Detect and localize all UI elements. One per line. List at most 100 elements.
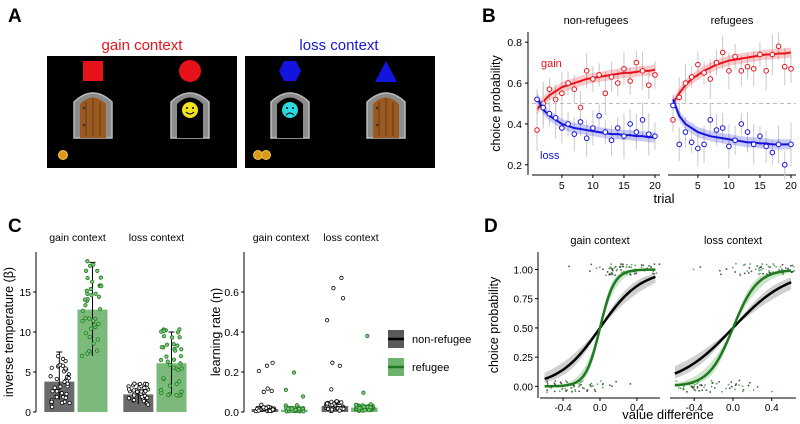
panel-a-letter: A: [8, 6, 22, 27]
data-point: [552, 115, 559, 121]
individual-point: [52, 385, 57, 390]
gain-series-label: gain: [541, 58, 562, 70]
data-point: [713, 127, 720, 133]
rug-point: [730, 381, 733, 383]
rug-point: [622, 263, 624, 266]
individual-point: [176, 367, 181, 373]
individual-point: [269, 388, 274, 393]
rug-point: [650, 266, 653, 269]
red-square-icon: [83, 61, 103, 81]
rug-point: [719, 273, 722, 276]
rug-point: [635, 272, 638, 275]
rug-point: [578, 383, 580, 385]
rug-point: [579, 381, 582, 384]
individual-point: [64, 391, 69, 397]
rug-point: [738, 379, 741, 382]
rug-point: [734, 388, 736, 391]
rug-point: [710, 379, 713, 382]
rug-point: [634, 264, 636, 267]
individual-point: [361, 404, 367, 410]
individual-point: [85, 259, 90, 264]
individual-point: [83, 268, 89, 273]
individual-point: [91, 318, 96, 323]
individual-point: [88, 286, 93, 292]
individual-point: [159, 388, 164, 393]
rug-point: [696, 385, 699, 388]
x-tick-label: 15: [754, 180, 766, 192]
rug-point: [595, 267, 598, 269]
data-point: [719, 125, 726, 131]
closed-door-icon: [366, 92, 406, 139]
individual-point: [63, 366, 68, 371]
individual-point: [164, 354, 169, 359]
rug-point: [625, 266, 628, 268]
individual-point: [49, 365, 54, 370]
panel-b-chart: 0.2 0.4 0.6 0.8 choice probability trial non-r…: [489, 15, 797, 206]
individual-point: [289, 406, 294, 411]
rug-point: [614, 274, 616, 276]
individual-point: [95, 268, 100, 274]
category-label: loss context: [323, 232, 379, 244]
data-point: [645, 131, 652, 137]
data-point: [571, 131, 578, 137]
individual-point: [365, 333, 370, 339]
data-point: [633, 129, 640, 135]
rug-point: [613, 267, 616, 269]
rug-point: [759, 272, 762, 275]
individual-point: [87, 316, 92, 321]
rug-point: [578, 384, 581, 387]
panel-c-letter: C: [8, 216, 22, 237]
individual-point: [293, 407, 298, 412]
rug-point: [747, 272, 750, 274]
rug-point: [554, 380, 557, 382]
individual-point: [126, 387, 132, 392]
data-point: [732, 53, 738, 60]
rug-point: [629, 382, 632, 385]
individual-point: [132, 381, 137, 386]
y-axis-label: inverse temperature (β): [2, 267, 16, 397]
panel-d-letter: D: [484, 216, 498, 237]
rug-point: [564, 379, 567, 382]
facet-title: refugees: [711, 15, 754, 27]
rug-point: [675, 380, 678, 382]
rug-point: [616, 268, 618, 271]
fit-ribbon: [544, 273, 656, 383]
coin-icon: [58, 150, 68, 160]
rug-point: [696, 387, 699, 390]
rug-point: [622, 265, 625, 268]
x-tick-label: 10: [587, 180, 599, 192]
data-point: [565, 80, 571, 86]
rug-point: [573, 385, 576, 388]
individual-point: [291, 370, 297, 375]
data-point: [639, 117, 646, 123]
rug-point: [756, 386, 759, 388]
rug-point: [768, 269, 770, 272]
individual-point: [339, 275, 344, 281]
rug-point: [574, 390, 577, 393]
rug-point: [642, 264, 645, 267]
data-point: [763, 68, 769, 74]
individual-point: [89, 293, 94, 298]
individual-point: [169, 335, 175, 340]
data-point: [688, 139, 695, 146]
y-tick-label: 10: [19, 327, 31, 339]
individual-point: [95, 337, 100, 342]
data-point: [788, 65, 794, 72]
closed-door-icon: [73, 92, 113, 139]
facet-title: gain context: [570, 235, 629, 247]
x-tick-label: 5: [559, 180, 565, 192]
rug-point: [620, 263, 622, 265]
data-point: [701, 141, 707, 148]
rug-point: [761, 267, 764, 270]
individual-point: [63, 358, 68, 364]
rug-point: [699, 266, 702, 268]
rug-point: [609, 266, 612, 269]
individual-point: [85, 275, 90, 281]
data-point: [534, 127, 540, 133]
data-point: [546, 86, 553, 92]
rug-point: [615, 380, 617, 383]
rug-point: [760, 268, 763, 271]
data-point: [565, 121, 571, 127]
rug-point: [748, 266, 751, 269]
rug-point: [611, 273, 614, 276]
